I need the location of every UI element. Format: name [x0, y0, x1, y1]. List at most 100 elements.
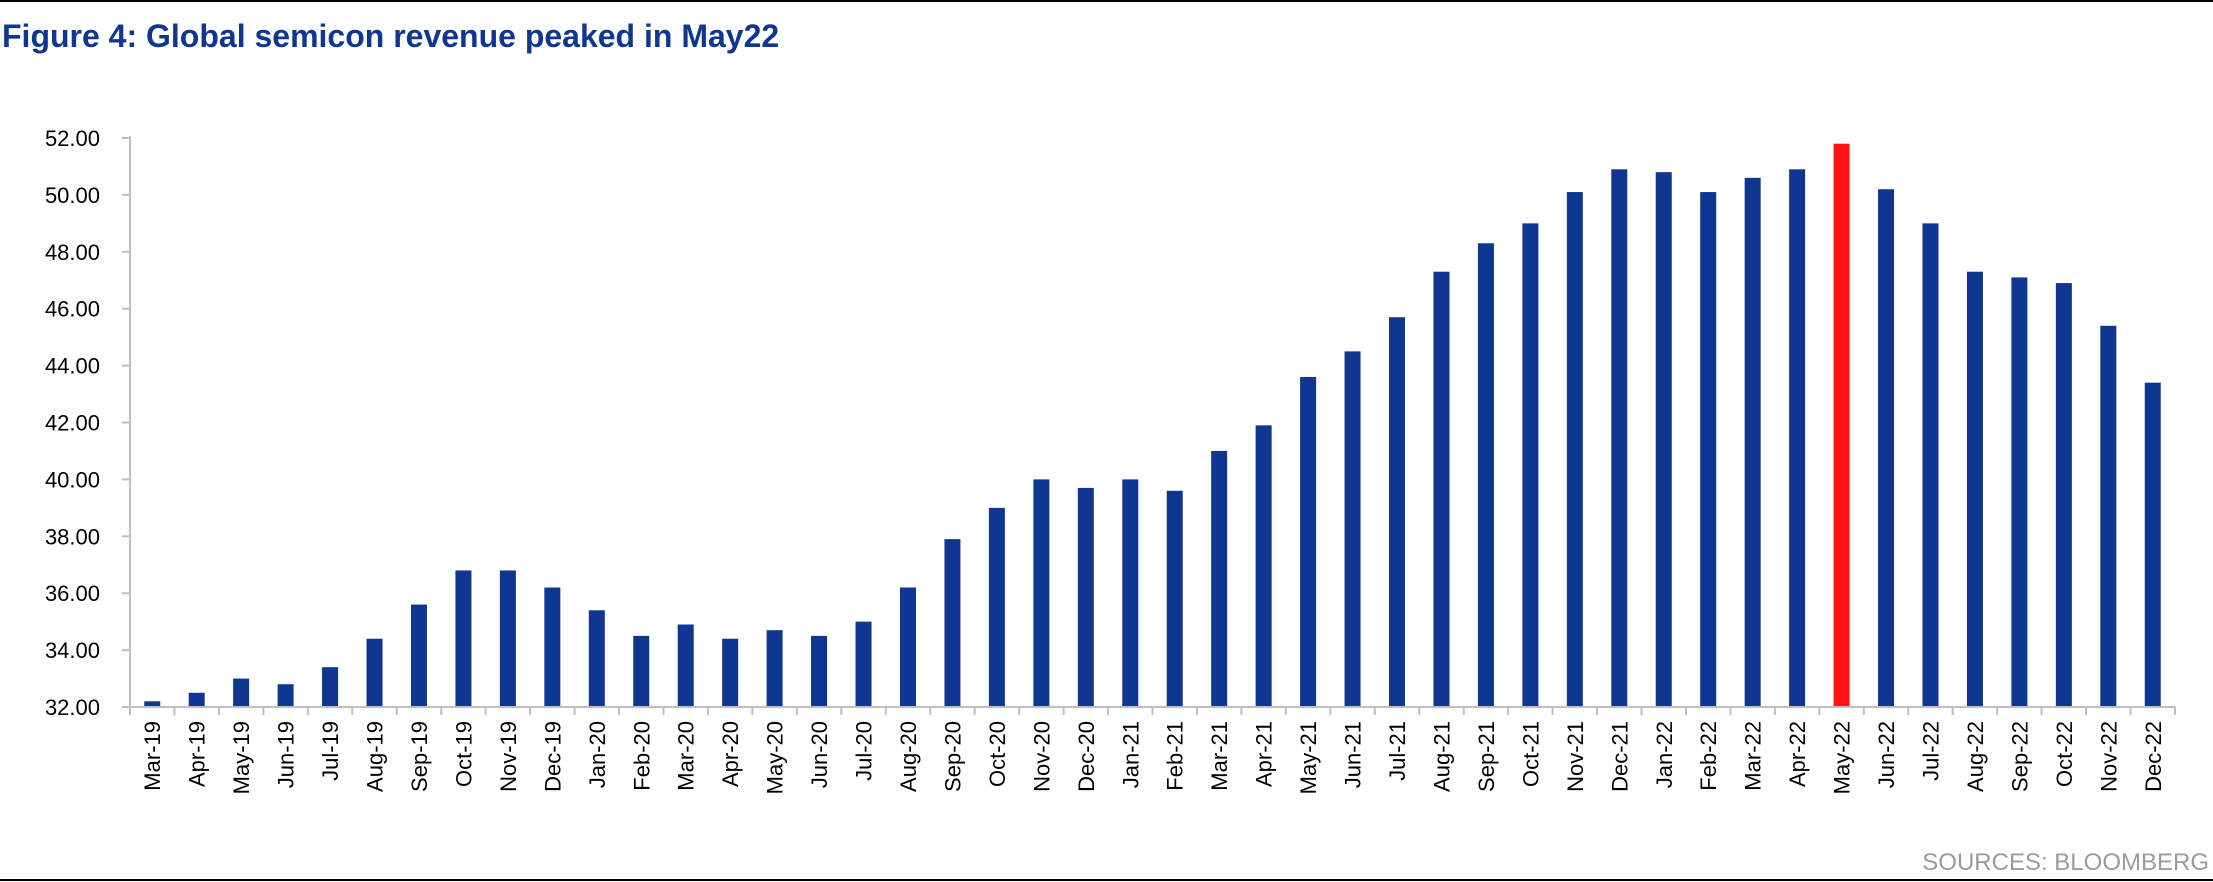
bar-oct-21	[1522, 223, 1539, 707]
x-tick-label: Nov-20	[1029, 721, 1054, 792]
y-tick-label: 32.00	[45, 695, 100, 720]
x-tick-label: Aug-20	[896, 721, 921, 792]
bar-apr-20	[722, 638, 739, 707]
x-tick-label: Apr-20	[718, 721, 743, 787]
bar-nov-19	[499, 570, 516, 707]
bar-sep-21	[1477, 243, 1494, 707]
x-tick-label: Jun-22	[1874, 721, 1899, 788]
bar-aug-19	[366, 638, 383, 707]
bar-may-20	[766, 630, 783, 707]
bar-feb-22	[1700, 192, 1717, 707]
x-tick-label: Nov-22	[2096, 721, 2121, 792]
bar-jul-21	[1389, 317, 1406, 707]
x-tick-label: Oct-21	[1518, 721, 1543, 787]
x-tick-label: Jul-22	[1918, 721, 1943, 781]
x-tick-label: May-19	[229, 721, 254, 794]
top-rule	[0, 0, 2213, 2]
y-axis: 32.00 34.00 36.00 38.00 40.00 42.00 44.00 46.00…	[45, 126, 131, 720]
x-tick-label: Jul-20	[852, 721, 877, 781]
bar-apr-21	[1255, 425, 1272, 707]
x-tick-label: Apr-21	[1252, 721, 1277, 787]
y-tick-label: 46.00	[45, 297, 100, 322]
bar-oct-19	[455, 570, 472, 707]
x-tick-label: Mar-22	[1741, 721, 1766, 791]
bar-nov-20	[1033, 479, 1050, 707]
bar-nov-21	[1566, 192, 1583, 707]
y-tick-label: 48.00	[45, 240, 100, 265]
x-tick-label: Jun-21	[1341, 721, 1366, 788]
bar-sep-20	[944, 539, 961, 707]
x-tick-label: Jul-19	[318, 721, 343, 781]
x-tick-label: Apr-22	[1785, 721, 1810, 787]
x-tick-label: Sep-20	[940, 721, 965, 792]
x-tick-label: Jan-22	[1652, 721, 1677, 788]
x-tick-label: Dec-22	[2141, 721, 2166, 792]
y-tick-label: 52.00	[45, 126, 100, 151]
x-tick-label: Oct-20	[985, 721, 1010, 787]
bar-sep-22	[2011, 277, 2028, 707]
bar-jun-22	[1878, 189, 1895, 707]
bar-jun-20	[811, 635, 828, 707]
bar-mar-19	[144, 701, 161, 707]
bar-mar-20	[677, 624, 694, 707]
bar-jul-20	[855, 621, 872, 707]
bar-jul-19	[322, 667, 339, 707]
bar-jan-21	[1122, 479, 1139, 707]
bar-series	[144, 143, 2161, 708]
bar-sep-19	[410, 604, 427, 707]
x-tick-label: Dec-19	[540, 721, 565, 792]
bar-feb-20	[633, 635, 650, 707]
y-tick-label: 40.00	[45, 467, 100, 492]
bottom-rule	[0, 879, 2213, 881]
bar-aug-21	[1433, 271, 1450, 707]
x-tick-label: Aug-21	[1429, 721, 1454, 792]
bar-oct-20	[988, 507, 1005, 707]
x-tick-label: Dec-20	[1074, 721, 1099, 792]
x-tick-label: Mar-20	[674, 721, 699, 791]
bar-may-19	[233, 678, 250, 707]
bar-nov-22	[2100, 325, 2117, 707]
x-tick-label: Jul-21	[1385, 721, 1410, 781]
x-tick-label: May-20	[763, 721, 788, 794]
x-tick-label: Jan-20	[585, 721, 610, 788]
x-axis: Mar-19 Apr-19 May-19 Jun-19 Jul-19 Aug-19 Sep-…	[129, 706, 2176, 794]
bar-mar-21	[1211, 450, 1228, 707]
bar-jun-21	[1344, 351, 1361, 707]
x-tick-label: Mar-19	[140, 721, 165, 791]
bar-jan-22	[1655, 172, 1672, 707]
y-tick-label: 44.00	[45, 354, 100, 379]
bar-dec-19	[544, 587, 561, 707]
x-tick-label: May-22	[1830, 721, 1855, 794]
x-tick-label: Aug-22	[1963, 721, 1988, 792]
bar-may-22	[1833, 143, 1850, 707]
x-tick-label: Oct-19	[451, 721, 476, 787]
x-tick-label: Sep-21	[1474, 721, 1499, 792]
source-note: SOURCES: BLOOMBERG	[1922, 849, 2209, 876]
bar-oct-22	[2055, 283, 2072, 707]
bar-aug-20	[899, 587, 916, 707]
x-tick-label: Feb-22	[1696, 721, 1721, 791]
x-tick-label: Jun-19	[274, 721, 299, 788]
x-tick-label: Oct-22	[2052, 721, 2077, 787]
bar-dec-20	[1077, 487, 1094, 707]
x-tick-label: Apr-19	[185, 721, 210, 787]
bar-dec-21	[1611, 169, 1628, 708]
x-tick-label: Jan-21	[1118, 721, 1143, 788]
x-tick-label: Dec-21	[1607, 721, 1632, 792]
bar-feb-21	[1166, 490, 1183, 707]
bar-dec-22	[2144, 382, 2161, 707]
bar-jun-19	[277, 684, 294, 707]
x-tick-label: Jun-20	[807, 721, 832, 788]
bar-mar-22	[1744, 177, 1761, 707]
x-tick-label: Feb-20	[629, 721, 654, 791]
y-tick-label: 42.00	[45, 411, 100, 436]
y-tick-label: 36.00	[45, 581, 100, 606]
x-tick-label: Sep-19	[407, 721, 432, 792]
bar-jul-22	[1922, 223, 1939, 707]
x-tick-label: Feb-21	[1163, 721, 1188, 791]
y-tick-label: 38.00	[45, 524, 100, 549]
figure-title: Figure 4: Global semicon revenue peaked …	[2, 18, 780, 54]
x-tick-label: Nov-19	[496, 721, 521, 792]
bar-apr-19	[188, 692, 205, 707]
